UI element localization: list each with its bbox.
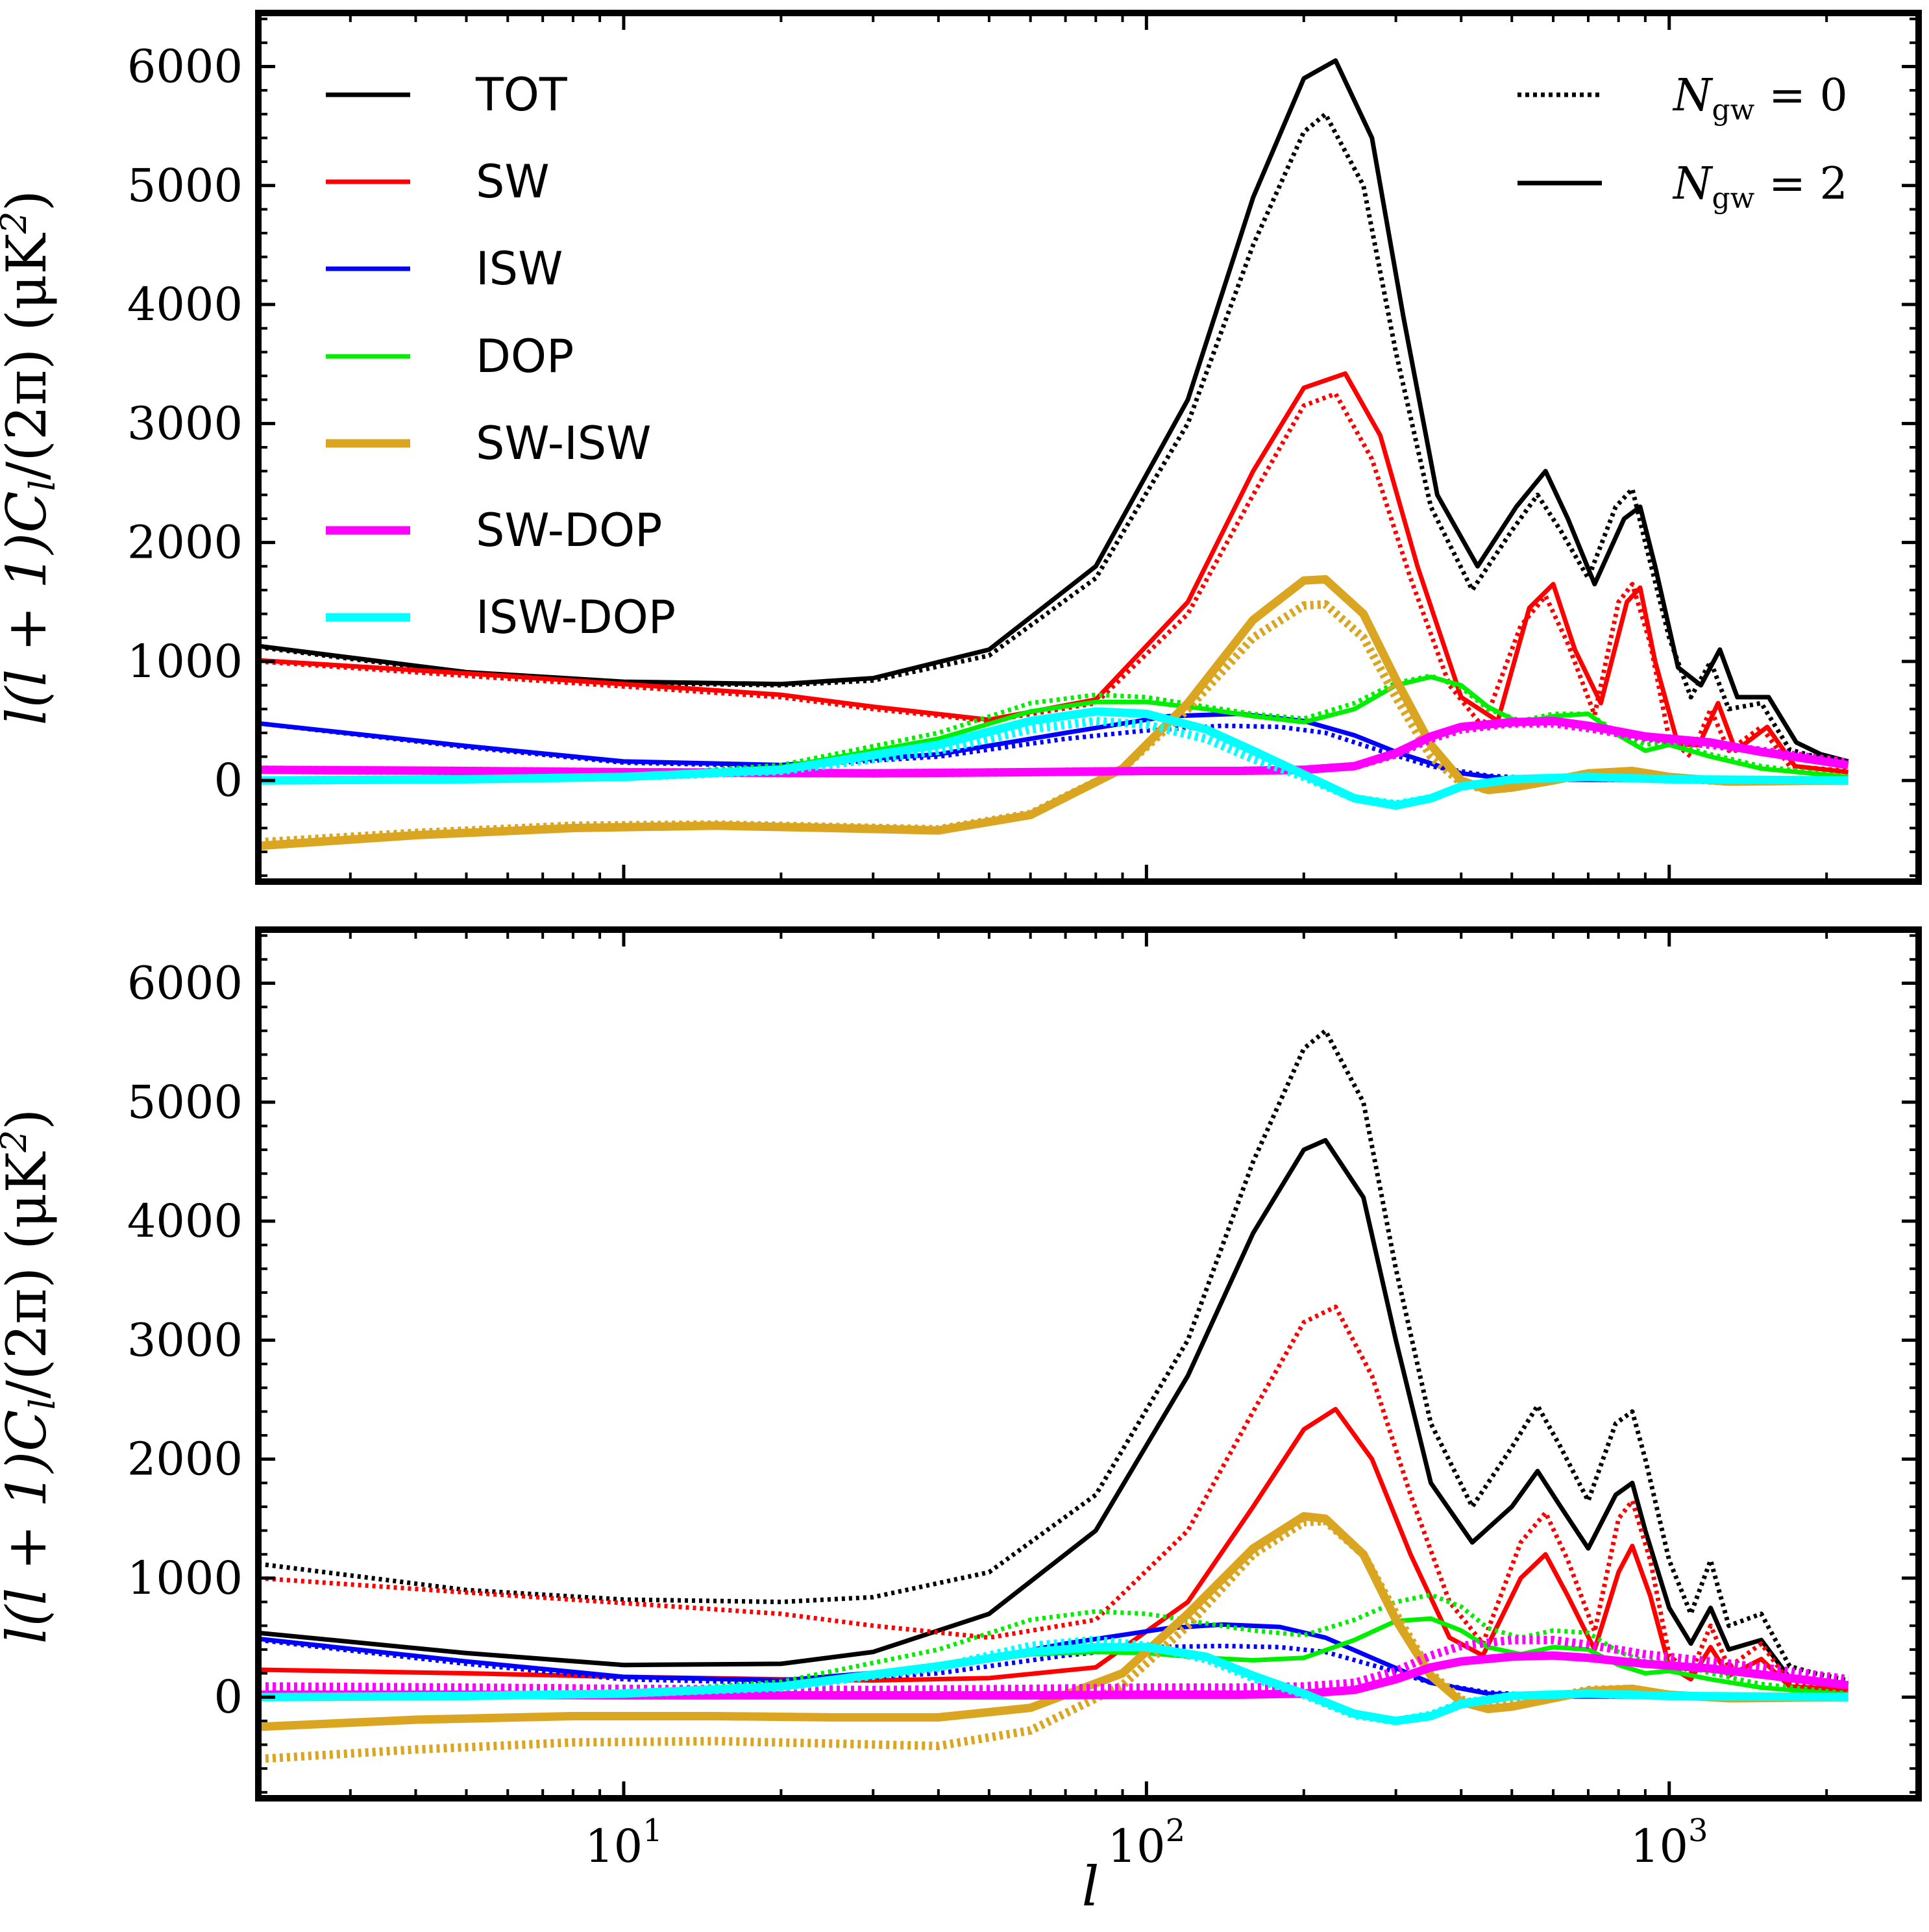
y-tick-label: 1000 xyxy=(127,1552,243,1605)
top-panel: 0 1000 2000 3000 4000 5000 6000 xyxy=(127,10,1922,885)
y-tick-label: 4000 xyxy=(127,1195,243,1248)
series-isw-ngw0 xyxy=(258,1637,1849,1699)
legend-label-sw-dop: SW-DOP xyxy=(476,504,662,557)
legend-label-dop: DOP xyxy=(476,330,574,383)
y-tick-label: 0 xyxy=(214,1670,243,1724)
x-axis-label: l xyxy=(1082,1855,1100,1918)
component-legend: TOT SW ISW DOP SW-ISW SW-DOP ISW-DOP Ngw… xyxy=(326,68,1848,644)
series-group xyxy=(258,58,1849,850)
legend-label-isw: ISW xyxy=(476,242,563,295)
series-sw-dop-ngw2 xyxy=(258,1651,1849,1700)
legend-label-sw: SW xyxy=(476,155,550,208)
series-sw-ngw0 xyxy=(258,1304,1849,1690)
y-tick-label: 5000 xyxy=(127,159,243,212)
y-axis-label-top: l(l + 1)Cl/(2π) (μK2) xyxy=(0,190,63,726)
series-sw-dop-ngw0 xyxy=(258,1635,1849,1694)
y-tick-label: 2000 xyxy=(127,1433,243,1486)
x-tick-label: 102 xyxy=(1108,1813,1186,1873)
series-tot-ngw2 xyxy=(258,58,1849,764)
series-group xyxy=(258,1028,1849,1763)
y-axis-label-bottom: l(l + 1)Cl/(2π) (μK2) xyxy=(0,1109,63,1644)
legend-label-sw-isw: SW-ISW xyxy=(476,417,651,470)
y-tick-label: 0 xyxy=(214,754,243,807)
series-tot-ngw2 xyxy=(258,1137,1849,1688)
x-tick-label: 101 xyxy=(585,1813,663,1873)
y-tick-label: 6000 xyxy=(127,956,243,1009)
legend-label-ngw0: Ngw = 0 xyxy=(1672,70,1848,127)
legend-label-ngw2: Ngw = 2 xyxy=(1672,158,1848,215)
series-tot-ngw0 xyxy=(258,112,1849,766)
y-tick-label: 2000 xyxy=(127,516,243,569)
series-isw-dop-ngw2 xyxy=(258,707,1849,810)
x-tick-label: 103 xyxy=(1630,1813,1708,1873)
y-tick-label: 1000 xyxy=(127,635,243,688)
bottom-panel: 0 1000 2000 3000 4000 5000 6000 101 102 103 xyxy=(127,926,1922,1873)
y-tick-label: 3000 xyxy=(127,397,243,450)
y-tick-label: 3000 xyxy=(127,1313,243,1367)
legend-label-isw-dop: ISW-DOP xyxy=(476,591,676,644)
series-sw-dop-ngw2 xyxy=(258,717,1849,778)
y-tick-label: 4000 xyxy=(127,278,243,331)
y-tick-label: 6000 xyxy=(127,40,243,93)
series-tot-ngw0 xyxy=(258,1028,1849,1683)
series-isw-dop-ngw2 xyxy=(258,1642,1849,1726)
legend-label-tot: TOT xyxy=(475,68,567,121)
y-tick-label: 5000 xyxy=(127,1076,243,1129)
